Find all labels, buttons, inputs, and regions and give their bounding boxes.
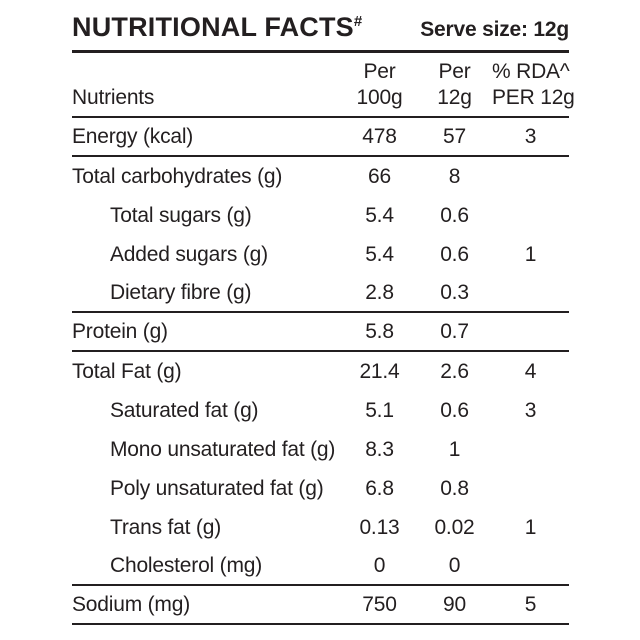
value-per-12g: 2.6	[440, 359, 469, 383]
value-per-100g: 5.8	[365, 319, 394, 343]
value-per-100g: 21.4	[359, 359, 400, 383]
table-row: Added sugars (g) 5.4 0.6 1	[72, 235, 569, 274]
value-per-100g: 2.8	[365, 280, 394, 304]
table-row: Trans fat (g) 0.13 0.02 1	[72, 508, 569, 547]
value-per-100g: 0.13	[359, 515, 400, 539]
column-header-per-100g: Per 100g	[342, 59, 417, 116]
value-per-100g: 66	[368, 164, 391, 188]
table-row: Poly unsaturated fat (g) 6.8 0.8	[72, 469, 569, 508]
table-row: Total carbohydrates (g) 66 8	[72, 157, 569, 196]
value-per-12g: 0.6	[440, 398, 469, 422]
column-header-nutrients: Nutrients	[72, 86, 155, 109]
table-row: Saturated fat (g) 5.1 0.6 3	[72, 391, 569, 430]
value-per-12g: 57	[443, 124, 466, 148]
table-row: Total sugars (g) 5.4 0.6	[72, 196, 569, 235]
nutrient-label: Added sugars (g)	[110, 242, 268, 266]
nutrient-label: Protein (g)	[72, 319, 168, 343]
value-per-12g: 90	[443, 592, 466, 616]
column-header-rda-line2: PER 12g	[492, 86, 575, 109]
value-rda: 1	[524, 515, 537, 539]
column-header-per-12g: Per 12g	[417, 59, 492, 116]
nutrient-label: Trans fat (g)	[110, 515, 221, 539]
value-per-12g: 0.02	[434, 515, 475, 539]
nutrient-label: Dietary fibre (g)	[110, 280, 252, 304]
value-rda: 5	[524, 592, 537, 616]
nutrient-label: Total sugars (g)	[110, 203, 252, 227]
value-rda: 1	[524, 242, 537, 266]
value-per-12g: 0.6	[440, 203, 469, 227]
value-per-12g: 0.8	[440, 476, 469, 500]
value-per-12g: 0.6	[440, 242, 469, 266]
column-header-per-100g-line2: 100g	[356, 86, 403, 109]
value-per-100g: 8.3	[365, 437, 394, 461]
value-per-100g: 478	[362, 124, 397, 148]
table-row: Protein (g) 5.8 0.7	[72, 313, 569, 352]
serve-size: Serve size: 12g	[420, 18, 569, 41]
value-per-12g: 0.7	[440, 319, 469, 343]
page-title: NUTRITIONAL FACTS#	[72, 12, 362, 43]
title-text: NUTRITIONAL FACTS	[72, 12, 354, 42]
column-header-per-100g-line1: Per	[363, 60, 396, 83]
label-header: NUTRITIONAL FACTS# Serve size: 12g	[72, 12, 569, 53]
table-row: Energy (kcal) 478 57 3	[72, 118, 569, 157]
nutrient-label: Energy (kcal)	[72, 124, 194, 148]
nutrient-label: Poly unsaturated fat (g)	[110, 476, 324, 500]
column-headers: Nutrients Per 100g Per 12g % RDA^ PER 12…	[72, 53, 575, 118]
value-per-12g: 8	[448, 164, 461, 188]
value-per-12g: 0	[448, 553, 461, 577]
nutrient-label: Mono unsaturated fat (g)	[110, 437, 336, 461]
value-per-100g: 5.4	[365, 242, 394, 266]
table-row: Sodium (mg) 750 90 5	[72, 586, 569, 625]
table-row: Cholesterol (mg) 0 0	[72, 547, 569, 586]
value-per-100g: 750	[362, 592, 397, 616]
column-header-per-12g-line1: Per	[438, 60, 471, 83]
value-rda: 3	[524, 398, 537, 422]
value-rda: 4	[524, 359, 537, 383]
value-per-100g: 0	[373, 553, 386, 577]
nutrient-label: Sodium (mg)	[72, 592, 190, 616]
nutrient-label: Saturated fat (g)	[110, 398, 259, 422]
value-per-100g: 5.4	[365, 203, 394, 227]
table-row: Dietary fibre (g) 2.8 0.3	[72, 274, 569, 313]
nutrition-label: NUTRITIONAL FACTS# Serve size: 12g Nutri…	[72, 12, 575, 625]
nutrient-label: Total carbohydrates (g)	[72, 164, 283, 188]
column-header-per-12g-line2: 12g	[437, 86, 472, 109]
value-per-100g: 5.1	[365, 398, 394, 422]
title-superscript: #	[353, 13, 363, 30]
table-row: Total Fat (g) 21.4 2.6 4	[72, 352, 569, 391]
table-row: Mono unsaturated fat (g) 8.3 1	[72, 430, 569, 469]
value-per-100g: 6.8	[365, 476, 394, 500]
column-header-rda: % RDA^ PER 12g	[492, 59, 575, 116]
nutrient-label: Cholesterol (mg)	[110, 553, 263, 577]
value-rda: 3	[524, 124, 537, 148]
table-body: Energy (kcal) 478 57 3 Total carbohydrat…	[72, 118, 569, 625]
value-per-12g: 1	[448, 437, 461, 461]
value-per-12g: 0.3	[440, 280, 469, 304]
column-header-rda-line1: % RDA^	[492, 60, 570, 83]
nutrient-label: Total Fat (g)	[72, 359, 182, 383]
